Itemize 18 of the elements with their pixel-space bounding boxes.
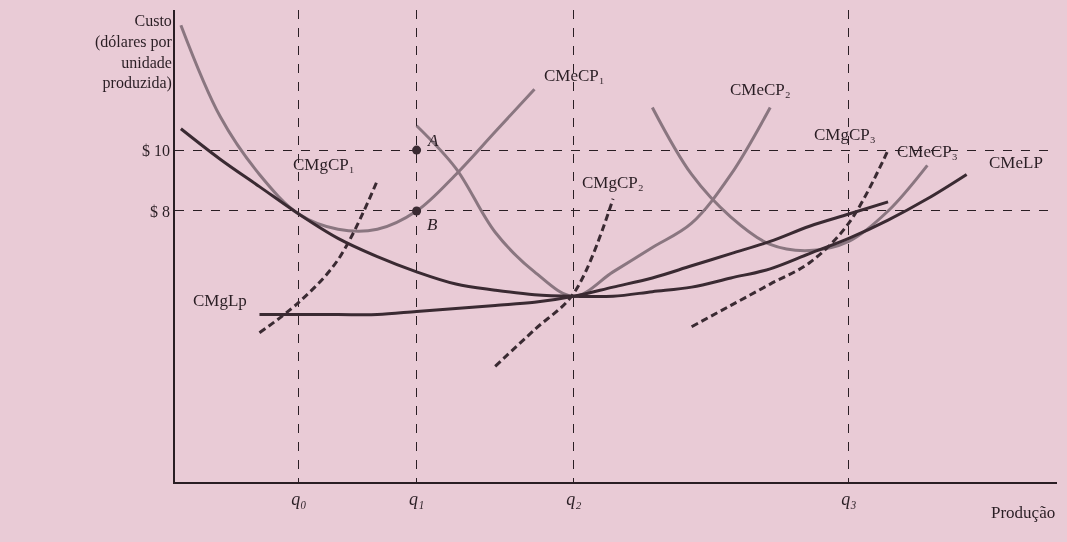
series-label: CMeLP	[989, 153, 1043, 172]
x-tick-label: q₃	[841, 489, 857, 510]
x-tick-label: q₂	[566, 489, 582, 510]
series-label: CMgCP₃	[814, 125, 876, 144]
y-tick-label: $ 10	[142, 141, 171, 159]
series-label: CMgLp	[193, 291, 247, 310]
series-label: CMeCP₂	[730, 80, 791, 99]
series-label: CMeCP₁	[544, 66, 605, 85]
series-label: CMeCP₃	[897, 142, 958, 161]
x-tick-label: q₁	[408, 489, 425, 510]
x-tick-label: q₀	[291, 489, 307, 510]
annotation: A	[427, 131, 439, 150]
annotation: B	[427, 215, 438, 234]
series-label: CMgCP₁	[293, 155, 355, 174]
x-axis-title: Produção	[991, 503, 1056, 522]
series-label: CMgCP₂	[582, 173, 644, 192]
y-tick-label: $ 8	[150, 202, 171, 220]
y-axis-title: Custo (dólares por unidade produzida)	[95, 12, 173, 93]
